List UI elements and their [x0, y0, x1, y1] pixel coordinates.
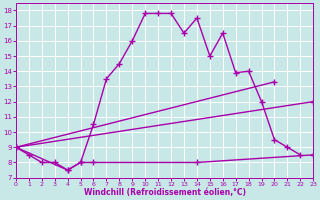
X-axis label: Windchill (Refroidissement éolien,°C): Windchill (Refroidissement éolien,°C): [84, 188, 245, 197]
